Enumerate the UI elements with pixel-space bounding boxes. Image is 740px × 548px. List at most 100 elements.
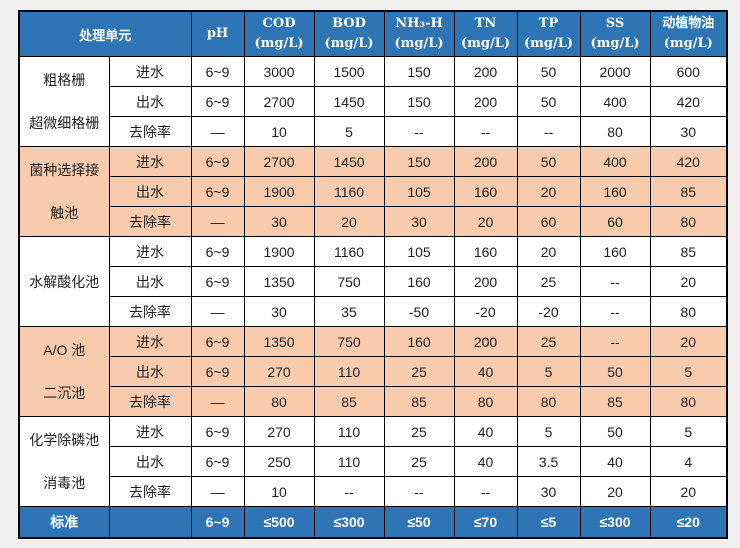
standard-cell: ≤20 [649, 506, 728, 539]
data-cell: 25 [516, 266, 581, 297]
data-cell: 110 [313, 446, 385, 477]
data-cell: 160 [579, 176, 651, 207]
data-cell: 6~9 [190, 326, 245, 357]
data-cell: 3.5 [516, 446, 581, 477]
table-row: 去除率 — 10 -- -- -- 30 20 20 [19, 476, 728, 507]
data-cell: -20 [516, 296, 581, 327]
data-cell: 25 [383, 356, 455, 387]
unit-name: 菌种选择接 [29, 161, 100, 178]
data-cell: 85 [313, 386, 385, 417]
unit-name: 化学除磷池 [29, 431, 100, 448]
data-cell: 750 [313, 326, 385, 357]
data-cell: 400 [579, 86, 651, 117]
data-cell: -50 [383, 296, 455, 327]
standard-cell: ≤300 [313, 506, 385, 539]
data-cell: 80 [649, 206, 728, 237]
table-row: 出水 6~9 1350 750 160 200 25 -- 20 [19, 266, 728, 297]
data-cell: 6~9 [190, 446, 245, 477]
table-row: A/O 池二沉池 进水 6~9 1350 750 160 200 25 -- 2… [18, 326, 728, 417]
header-line: TP [538, 15, 559, 31]
data-cell: -- [383, 116, 455, 147]
data-cell: 1160 [313, 236, 385, 267]
row-label: 去除率 [108, 116, 192, 147]
data-cell: 30 [516, 476, 581, 507]
data-cell: 420 [649, 86, 728, 117]
data-cell: -- [516, 116, 581, 147]
data-cell: 105 [383, 236, 455, 267]
data-cell: 40 [453, 356, 518, 387]
data-cell: 420 [649, 146, 728, 177]
data-cell: 150 [383, 86, 455, 117]
data-cell: 200 [453, 326, 518, 357]
table-row: 水解酸化池 进水 6~9 1900 1160 105 160 20 160 85 [18, 236, 728, 327]
data-cell: 200 [453, 146, 518, 177]
data-cell: 20 [579, 476, 651, 507]
header-line: SS [605, 15, 625, 31]
unit-cell: 粗格栅 超微细格栅 [18, 56, 110, 147]
header-line: NH₃-H [395, 15, 443, 31]
data-cell: 150 [383, 56, 455, 87]
data-cell: 80 [649, 296, 728, 327]
data-cell: 10 [243, 116, 315, 147]
data-cell: 85 [649, 176, 728, 207]
unit-cell: 化学除磷池 消毒池 [18, 416, 110, 507]
data-cell: 10 [243, 476, 315, 507]
header-line: (mg/L) [460, 36, 511, 51]
column-header-tp: TP (mg/L) [516, 10, 581, 57]
data-cell: -- [453, 116, 518, 147]
data-cell: 30 [243, 296, 315, 327]
data-cell: -- [383, 476, 455, 507]
data-cell: 30 [383, 206, 455, 237]
row-label: 去除率 [108, 476, 192, 507]
header-line: pH [206, 25, 229, 41]
data-cell: 50 [516, 146, 581, 177]
data-cell: 25 [516, 326, 581, 357]
header-line: BOD [332, 15, 366, 31]
data-cell: 50 [516, 56, 581, 87]
column-header-bod: BOD (mg/L) [313, 10, 385, 57]
table-row: 去除率 — 30 35 -50 -20 -20 -- 80 [19, 296, 728, 327]
header-line: (mg/L) [254, 36, 304, 51]
data-cell: 50 [516, 86, 581, 117]
row-label: 出水 [108, 266, 192, 297]
data-cell: 1500 [313, 56, 385, 87]
data-cell: -- [313, 476, 385, 507]
data-cell: -- [579, 266, 651, 297]
data-cell: 20 [313, 206, 385, 237]
data-cell: 85 [579, 386, 651, 417]
header-line: TN [474, 15, 497, 31]
data-cell: 2000 [579, 56, 651, 87]
data-cell: 1450 [313, 146, 385, 177]
data-cell: 4 [649, 446, 728, 477]
unit-name: 消毒池 [43, 475, 86, 492]
column-header-ph: pH [190, 10, 245, 57]
data-cell: 25 [383, 416, 455, 447]
table-row: 菌种选择接 触池 进水 6~9 2700 1450 150 200 50 400 … [18, 146, 728, 237]
data-cell: 160 [453, 236, 518, 267]
standard-cell: ≤300 [579, 506, 651, 539]
data-cell: 6~9 [190, 176, 245, 207]
header-line: 动植物油 [662, 15, 715, 31]
data-cell: 1450 [313, 86, 385, 117]
row-label: 去除率 [108, 206, 192, 237]
data-cell: 20 [649, 326, 728, 357]
data-cell: 5 [516, 356, 581, 387]
data-cell: 80 [453, 386, 518, 417]
standard-cell: ≤500 [243, 506, 315, 539]
data-cell: — [190, 206, 245, 237]
data-cell: 25 [383, 446, 455, 477]
standard-cell: 6~9 [190, 506, 245, 539]
data-cell: 80 [516, 386, 581, 417]
unit-name: A/O 池 [43, 341, 86, 358]
standard-empty-cell [108, 506, 192, 539]
unit-cell: 水解酸化池 [18, 236, 110, 327]
data-cell: 6~9 [190, 266, 245, 297]
header-line: (mg/L) [394, 36, 444, 51]
data-cell: 85 [649, 236, 728, 267]
data-cell: 1160 [313, 176, 385, 207]
data-cell: 50 [579, 356, 651, 387]
row-label: 进水 [108, 326, 192, 357]
data-cell: 600 [649, 56, 728, 87]
column-header-unit: 处理单元 [18, 10, 192, 57]
data-cell: 750 [313, 266, 385, 297]
